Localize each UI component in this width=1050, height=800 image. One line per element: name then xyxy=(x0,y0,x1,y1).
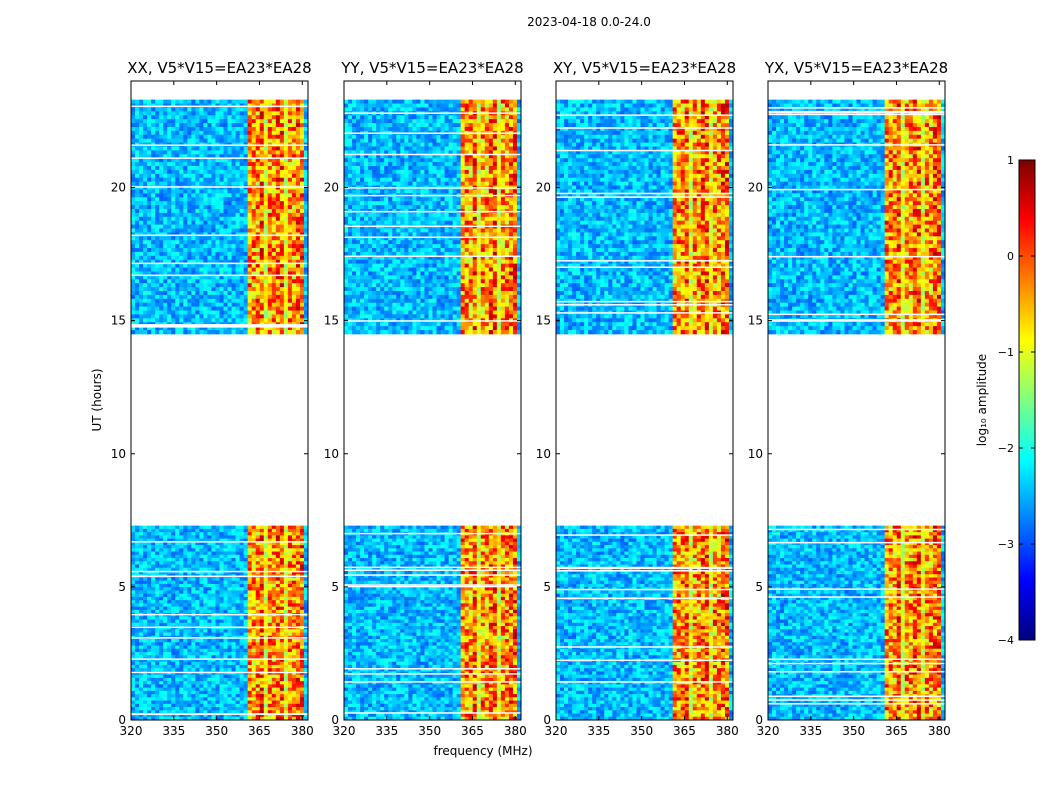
panel-title: YY, V5*V15=EA23*EA28 xyxy=(340,59,523,77)
x-tick-label: 350 xyxy=(630,724,653,738)
y-tick-label: 15 xyxy=(111,314,126,328)
x-tick-label: 335 xyxy=(162,724,185,738)
panel-title: XY, V5*V15=EA23*EA28 xyxy=(553,59,736,77)
x-tick-label: 320 xyxy=(545,724,568,738)
y-tick-label: 10 xyxy=(324,447,339,461)
x-tick-label: 320 xyxy=(333,724,356,738)
heatmap-panel-4 xyxy=(768,99,945,720)
y-tick-label: 0 xyxy=(755,713,763,727)
y-tick-label: 20 xyxy=(536,181,551,195)
panel-frame xyxy=(555,80,734,721)
x-tick-label: 335 xyxy=(375,724,398,738)
suptitle: 2023-04-18 0.0-24.0 xyxy=(527,15,651,29)
panel-3: XY, V5*V15=EA23*EA28 320 335 350 365 380 0 5 10 1… xyxy=(536,59,739,738)
colorbar-label: log₁₀ amplitude xyxy=(975,354,989,446)
y-tick-label: 15 xyxy=(536,314,551,328)
y-tick-label: 5 xyxy=(755,580,763,594)
panel-title: YX, V5*V15=EA23*EA28 xyxy=(764,59,948,77)
y-tick-label: 5 xyxy=(331,580,339,594)
heatmap-panel-3 xyxy=(556,99,733,720)
x-tick-label: 350 xyxy=(842,724,865,738)
x-axis-label: frequency (MHz) xyxy=(433,744,532,758)
y-tick-label: 15 xyxy=(324,314,339,328)
heatmap-panel-1 xyxy=(131,99,308,720)
y-tick-label: 15 xyxy=(748,314,763,328)
colorbar-tick-label: −1 xyxy=(998,346,1014,359)
panel-frame xyxy=(130,80,309,721)
colorbar-tick-label: 0 xyxy=(1007,250,1014,263)
panel-2: YY, V5*V15=EA23*EA28 320 335 350 365 380 0 5 10 1… xyxy=(324,59,527,738)
y-tick-label: 0 xyxy=(118,713,126,727)
heatmap-panel-2 xyxy=(344,99,521,720)
panels: XX, V5*V15=EA23*EA28 320 335 350 365 380 0 5 10 1… xyxy=(111,59,951,738)
y-tick-label: 0 xyxy=(331,713,339,727)
y-tick-label: 5 xyxy=(543,580,551,594)
x-tick-label: 365 xyxy=(885,724,908,738)
y-tick-label: 20 xyxy=(748,181,763,195)
colorbar-tick-label: −4 xyxy=(998,634,1014,647)
y-tick-label: 5 xyxy=(118,580,126,594)
y-axis-label: UT (hours) xyxy=(90,368,104,431)
panel-1: XX, V5*V15=EA23*EA28 320 335 350 365 380 0 5 10 1… xyxy=(111,59,314,738)
panel-title: XX, V5*V15=EA23*EA28 xyxy=(127,59,311,77)
colorbar-tick-label: −3 xyxy=(998,538,1014,551)
x-tick-label: 380 xyxy=(928,724,951,738)
colorbar-gradient xyxy=(1018,159,1036,641)
x-tick-label: 365 xyxy=(248,724,271,738)
y-tick-label: 10 xyxy=(748,447,763,461)
y-tick-label: 20 xyxy=(324,181,339,195)
x-tick-label: 365 xyxy=(673,724,696,738)
x-tick-label: 335 xyxy=(587,724,610,738)
x-tick-label: 335 xyxy=(799,724,822,738)
x-tick-label: 320 xyxy=(757,724,780,738)
y-tick-label: 0 xyxy=(543,713,551,727)
x-tick-label: 350 xyxy=(205,724,228,738)
colorbar: 1 0 −1 −2 −3 −4 log₁₀ amplitude xyxy=(975,154,1036,647)
x-tick-label: 350 xyxy=(418,724,441,738)
x-tick-label: 380 xyxy=(291,724,314,738)
panel-frame xyxy=(767,80,946,721)
colorbar-tick-label: −2 xyxy=(998,442,1014,455)
y-tick-label: 10 xyxy=(111,447,126,461)
y-tick-label: 20 xyxy=(111,181,126,195)
x-tick-label: 380 xyxy=(504,724,527,738)
y-tick-label: 10 xyxy=(536,447,551,461)
x-tick-label: 320 xyxy=(120,724,143,738)
panel-frame xyxy=(343,80,522,721)
x-tick-label: 380 xyxy=(716,724,739,738)
x-tick-label: 365 xyxy=(461,724,484,738)
panel-4: YX, V5*V15=EA23*EA28 320 335 350 365 380 0 5 10 1… xyxy=(748,59,951,738)
colorbar-tick-label: 1 xyxy=(1007,154,1014,167)
